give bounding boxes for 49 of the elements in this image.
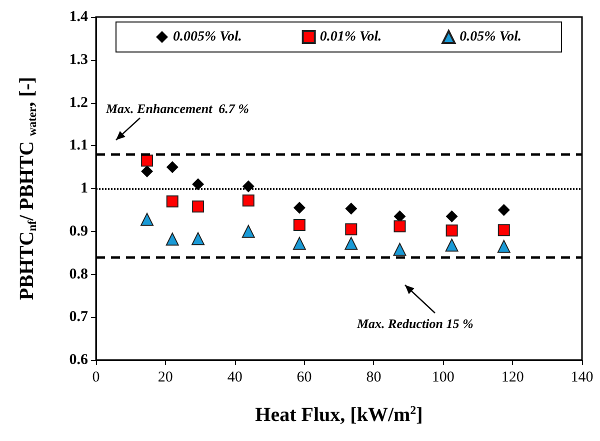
- y-tick-label: 0.6: [69, 352, 88, 368]
- x-tick-label: 20: [158, 370, 173, 386]
- y-tick-label: 0.9: [69, 223, 88, 240]
- point: [242, 224, 255, 238]
- point: [166, 232, 179, 246]
- point: [140, 212, 154, 226]
- x-tick-label: 100: [432, 370, 454, 386]
- x-tick-label: 0: [92, 370, 100, 386]
- x-tick-label: 80: [366, 370, 382, 386]
- y-tick-label: 1.1: [69, 138, 88, 154]
- y-tick-label: 1.2: [69, 94, 88, 111]
- annotation: Max. Reduction 15 %: [356, 316, 474, 331]
- legend-label: 0.05% Vol.: [460, 30, 522, 44]
- point: [242, 180, 254, 192]
- point: [446, 210, 458, 222]
- y-tick-label: 0.8: [69, 266, 88, 282]
- point: [446, 224, 458, 237]
- point: [498, 224, 510, 236]
- point: [192, 200, 204, 213]
- point: [192, 178, 204, 190]
- point: [293, 218, 306, 231]
- point: [242, 194, 254, 207]
- point: [344, 236, 358, 250]
- x-tick-label: 140: [570, 370, 594, 386]
- legend-label: 0.005% Vol.: [173, 30, 242, 44]
- y-tick-label: 1: [80, 180, 88, 196]
- x-tick-label: 60: [296, 370, 312, 386]
- y-tick-label: 1.3: [69, 52, 88, 68]
- point: [393, 242, 406, 256]
- point: [345, 223, 358, 236]
- annotation: Max. Enhancement 6.7 %: [105, 101, 250, 116]
- point: [445, 238, 458, 252]
- y-tick-label: 0.7: [69, 309, 88, 326]
- x-tick-label: 40: [227, 370, 242, 386]
- point: [141, 154, 154, 167]
- point: [497, 240, 510, 253]
- point: [166, 195, 178, 208]
- point: [394, 220, 406, 232]
- point: [166, 161, 178, 174]
- point: [292, 236, 306, 250]
- point: [345, 202, 358, 215]
- legend-label: 0.01% Vol.: [320, 30, 382, 44]
- y-tick-label: 1.4: [69, 9, 88, 25]
- y-axis-title: PBHTCnf/ PBHTC water, [-]: [16, 76, 39, 300]
- point: [141, 165, 154, 178]
- x-tick-label: 120: [501, 370, 524, 386]
- point: [498, 204, 510, 216]
- point: [192, 232, 205, 246]
- point: [293, 202, 306, 214]
